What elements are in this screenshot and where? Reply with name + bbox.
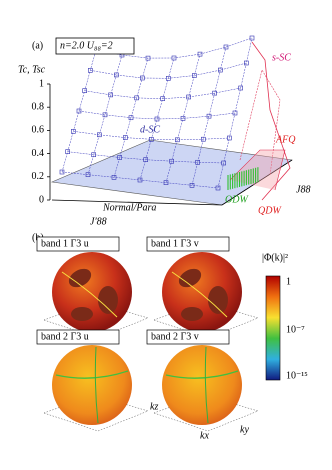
colorbar-tick: 1: [286, 276, 291, 287]
node-line: [165, 370, 239, 379]
fs-hole: [178, 268, 202, 288]
panel-label: (a): [32, 40, 43, 51]
region-label: s-SC: [272, 52, 291, 63]
colorbar-tick: 10⁻⁷: [286, 324, 305, 335]
band-label: band 2 Γ3 v: [151, 331, 199, 342]
node-line: [171, 271, 228, 318]
z-tick-label: 1: [39, 78, 44, 89]
grid-point: [117, 155, 122, 160]
grid-line: [217, 37, 253, 189]
grid-point: [221, 160, 226, 166]
grid-line: [84, 87, 241, 99]
grid-point: [227, 135, 232, 141]
grid-point: [238, 85, 243, 91]
grid-point: [206, 113, 212, 119]
fs-hole: [71, 307, 93, 321]
phase-boundary: [239, 69, 281, 176]
axis-label: ky: [240, 424, 249, 435]
param-box: [55, 37, 135, 55]
x-axis-label: J′88: [90, 216, 107, 227]
node-line: [61, 271, 118, 318]
grid-line: [90, 62, 247, 79]
axis: [51, 199, 223, 206]
colorbar-tick: 10⁻¹⁵: [286, 370, 308, 381]
grid-line: [87, 54, 123, 175]
grid-point: [223, 44, 229, 50]
grid-point: [201, 136, 206, 142]
grid-point: [71, 129, 76, 134]
y-axis-label: J88: [296, 184, 310, 195]
band-label-box: [146, 236, 230, 252]
fs-hole: [208, 286, 228, 314]
region-label: QDW: [258, 205, 282, 216]
grid-point: [76, 108, 82, 114]
z-tick-label: 0.8: [32, 101, 45, 112]
z-tick-label: 0.2: [32, 171, 45, 182]
grid-point: [143, 157, 148, 162]
grid-line: [78, 110, 236, 120]
grid-point: [189, 183, 195, 188]
z-tick-label: 0: [39, 194, 44, 205]
fermi-surface: [52, 252, 132, 332]
node-line: [204, 346, 209, 424]
grid-point: [169, 158, 174, 164]
grid-point: [65, 149, 70, 154]
band-label: band 1 Γ3 v: [151, 238, 199, 249]
colorbar-title: |Φ(k)|²: [262, 252, 288, 263]
band-label: band 2 Γ3 u: [41, 331, 89, 342]
z-axis-label: Tc, Tsc: [18, 64, 46, 75]
grid-point: [197, 51, 203, 57]
fermi-surface: [52, 345, 132, 425]
grid-point: [82, 88, 87, 93]
grid-point: [215, 185, 221, 191]
grid-point: [85, 172, 91, 177]
grid-point: [195, 159, 200, 165]
grid-point: [111, 175, 117, 180]
grid-point: [163, 180, 169, 185]
band-label-box: [36, 236, 120, 252]
band-label: band 1 Γ3 u: [41, 238, 89, 249]
node-line: [94, 346, 99, 424]
grid-point: [180, 116, 186, 121]
region-label: d-SC: [140, 124, 160, 135]
grid-point: [232, 110, 238, 116]
grid-point: [137, 177, 143, 183]
axis-label: kx: [200, 430, 209, 441]
grid-line: [165, 54, 201, 183]
region-label: Normal/Para: [102, 202, 156, 213]
grid-point: [149, 137, 154, 142]
params: n=2.0 U₈₈=2: [60, 40, 113, 51]
band-label-box: [36, 329, 120, 345]
fs-hole: [68, 268, 92, 288]
fermi-surface: [162, 345, 242, 425]
fs-hole: [98, 286, 118, 314]
fermi-surface: [162, 252, 242, 332]
grid-point: [175, 137, 180, 143]
grid-point: [218, 67, 223, 73]
grid-line: [95, 37, 253, 59]
colorbar: [265, 275, 281, 381]
band-label-box: [146, 329, 230, 345]
grid-point: [249, 35, 255, 41]
z-tick-label: 0.4: [32, 148, 45, 159]
phase-boundary: [251, 41, 291, 201]
region-label: ODW: [225, 194, 249, 205]
grid-line: [191, 46, 227, 186]
node-line: [55, 370, 129, 379]
region-label: AFQ: [275, 134, 296, 145]
fs-hole: [181, 307, 203, 321]
z-tick-label: 0.6: [32, 125, 45, 136]
grid-point: [244, 60, 249, 66]
axis-label: kz: [150, 401, 158, 412]
grid-point: [212, 90, 217, 96]
grid-point: [88, 68, 93, 73]
